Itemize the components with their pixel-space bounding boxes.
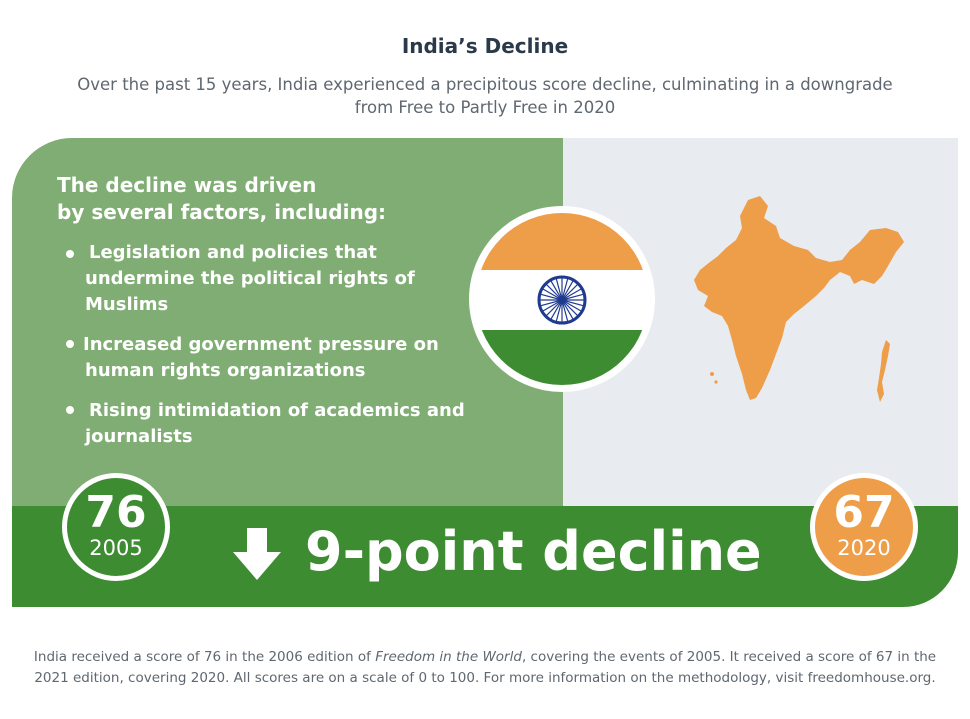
factor-line: Muslims — [85, 294, 169, 315]
factor-line: human rights organizations — [85, 360, 366, 381]
footnote: India received a score of 76 in the 2006… — [20, 647, 950, 689]
factors-heading: The decline was driven by several factor… — [57, 172, 477, 226]
factors-panel — [12, 138, 563, 506]
score-badge-2005: 76 2005 — [62, 473, 170, 581]
india-flag-icon — [469, 206, 655, 392]
factors-heading-line: The decline was driven — [57, 173, 317, 197]
score-value: 67 — [833, 487, 895, 538]
bullet-icon — [66, 340, 74, 348]
factor-item: Legislation and policies that undermine … — [85, 240, 489, 318]
factor-line: journalists — [85, 426, 193, 447]
factor-item: Increased government pressure on human r… — [83, 332, 483, 384]
footnote-text: India received a score of 76 in the 2006… — [33, 649, 376, 665]
page-subtitle: Over the past 15 years, India experience… — [77, 75, 893, 117]
factors-heading-line: by several factors, including: — [57, 200, 387, 224]
factor-line: Legislation and policies that — [89, 242, 377, 263]
ashoka-chakra-icon — [537, 275, 587, 325]
footnote-publication: Freedom in the World — [375, 649, 522, 665]
score-value: 76 — [85, 487, 147, 538]
factor-line: undermine the political rights of — [85, 268, 415, 289]
factor-line: Increased government pressure on — [83, 334, 439, 355]
india-map-icon — [694, 196, 904, 402]
score-badge-2020: 67 2020 — [810, 473, 918, 581]
footnote-text: , covering the events of 2005. It receiv… — [34, 649, 937, 686]
page-title: India’s Decline — [401, 34, 569, 58]
factor-line: Rising intimidation of academics and — [89, 400, 465, 421]
bullet-icon — [66, 250, 74, 258]
decline-label: 9-point decline — [305, 520, 762, 583]
bullet-icon — [66, 406, 74, 414]
score-year: 2005 — [89, 536, 143, 560]
down-arrow-icon — [233, 528, 281, 580]
score-year: 2020 — [837, 536, 891, 560]
factor-item: Rising intimidation of academics and jou… — [85, 398, 489, 450]
